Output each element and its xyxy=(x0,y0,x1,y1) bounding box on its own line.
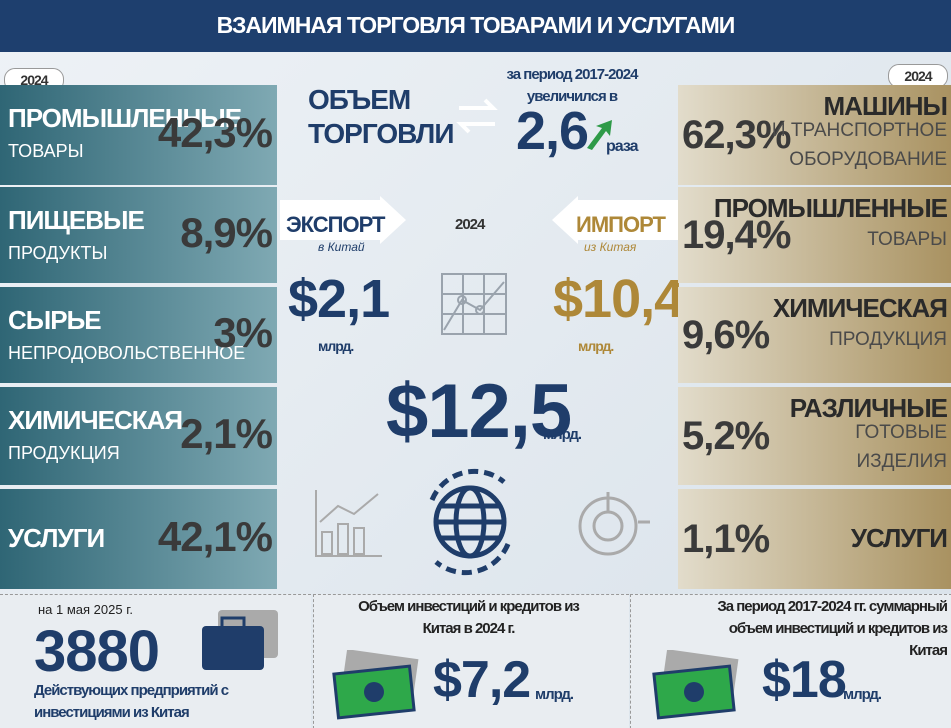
growth-unit: раза xyxy=(606,138,639,155)
export-value: $2,1 xyxy=(288,269,390,329)
row-value: 42,1% xyxy=(157,513,273,560)
row-label: ПРОМЫШЛЕННЫЕ xyxy=(8,103,242,133)
import-unit: млрд. xyxy=(578,338,614,354)
panel-unit: млрд. xyxy=(535,686,574,703)
import-value: $10,4 xyxy=(553,269,684,329)
growth-period: за период 2017-2024 xyxy=(506,66,639,83)
export-unit: млрд. xyxy=(318,338,354,354)
row-label: ХИМИЧЕСКАЯ xyxy=(8,405,183,435)
import-sub: из Китая xyxy=(584,240,637,254)
money-icon xyxy=(650,649,750,724)
row-label: ПРОДУКЦИЯ xyxy=(8,443,120,463)
pie-icon xyxy=(578,492,650,556)
briefcase-icon xyxy=(200,604,280,674)
panel-caption: Китая xyxy=(909,642,948,659)
row-label: ГОТОВЫЕ xyxy=(855,422,947,443)
row-label: ПИЩЕВЫЕ xyxy=(8,205,145,235)
row-label: ИЗДЕЛИЯ xyxy=(856,451,947,472)
import-label: ИМПОРТ xyxy=(576,212,666,237)
panel-unit: млрд. xyxy=(843,686,882,703)
row-label: УСЛУГИ xyxy=(8,523,105,553)
row-label: ПРОМЫШЛЕННЫЕ xyxy=(713,193,948,223)
row-label: НЕПРОДОВОЛЬСТВЕННОЕ xyxy=(8,343,246,363)
row-label: ПРОДУКЦИЯ xyxy=(829,329,947,350)
panel-caption: инвестициями из Китая xyxy=(34,704,190,721)
export-arrow xyxy=(280,196,406,244)
title: ВЗАИМНАЯ ТОРГОВЛЯ ТОВАРАМИ И УСЛУГАМИ xyxy=(216,12,736,38)
panel-value: $7,2 xyxy=(433,651,531,709)
volume-label: ОБЪЕМ xyxy=(308,84,411,115)
right-row xyxy=(678,85,951,185)
row-label: ОБОРУДОВАНИЕ xyxy=(789,149,947,170)
row-value: 3% xyxy=(213,309,273,356)
panel-value: 3880 xyxy=(34,619,160,684)
left-row xyxy=(0,287,277,383)
money-icon xyxy=(330,649,430,724)
left-row xyxy=(0,489,277,589)
row-label: УСЛУГИ xyxy=(850,523,948,553)
right-row xyxy=(678,187,951,283)
row-value: 2,1% xyxy=(180,410,273,457)
panel-caption: объем инвестиций и кредитов из xyxy=(728,620,948,637)
row-value: 9,6% xyxy=(682,313,770,357)
row-label: ХИМИЧЕСКАЯ xyxy=(772,293,948,323)
right-row xyxy=(678,387,951,485)
panel-caption: Действующих предприятий с xyxy=(34,682,229,699)
left-row xyxy=(0,85,277,185)
row-value: 1,1% xyxy=(682,517,770,561)
volume-label: ТОРГОВЛИ xyxy=(308,118,454,149)
row-label: ПРОДУКТЫ xyxy=(8,243,108,263)
row-value: 42,3% xyxy=(157,109,273,156)
panel-caption: Объем инвестиций и кредитов из xyxy=(358,598,580,615)
row-label: РАЗЛИЧНЫЕ xyxy=(789,393,948,423)
row-value: 5,2% xyxy=(682,414,770,458)
row-label: СЫРЬЕ xyxy=(8,305,102,335)
total-unit: млрд. xyxy=(543,426,582,443)
growth-text: увеличился в xyxy=(526,88,618,105)
panel-value: $18 xyxy=(762,651,847,709)
globe-icon xyxy=(429,468,511,576)
row-label: И ТРАНСПОРТНОЕ xyxy=(771,120,947,141)
row-value: 19,4% xyxy=(682,213,791,257)
exchange-icon xyxy=(456,98,498,134)
row-label: ТОВАРЫ xyxy=(867,229,947,250)
panel-caption: Китая в 2024 г. xyxy=(422,620,516,637)
left-row xyxy=(0,387,277,485)
bar-icon xyxy=(315,490,382,557)
left-row xyxy=(0,187,277,283)
up-arrow xyxy=(587,120,612,150)
right-row xyxy=(678,287,951,383)
row-label: МАШИНЫ xyxy=(823,91,948,121)
export-sub: в Китай xyxy=(318,240,365,254)
row-value: 8,9% xyxy=(180,209,273,256)
panel-caption: За период 2017-2024 гг. суммарный xyxy=(717,598,948,615)
panel-note: на 1 мая 2025 г. xyxy=(38,602,133,617)
right-row xyxy=(678,489,951,589)
import-arrow xyxy=(552,196,678,244)
chart-icon xyxy=(441,273,507,335)
total-value: $12,5 xyxy=(386,369,572,454)
growth-factor: 2,6 xyxy=(516,101,589,161)
header xyxy=(0,0,951,52)
center-year: 2024 xyxy=(455,216,485,233)
row-label: ТОВАРЫ xyxy=(8,141,84,161)
row-value: 62,3% xyxy=(682,113,791,157)
export-label: ЭКСПОРТ xyxy=(286,212,385,237)
